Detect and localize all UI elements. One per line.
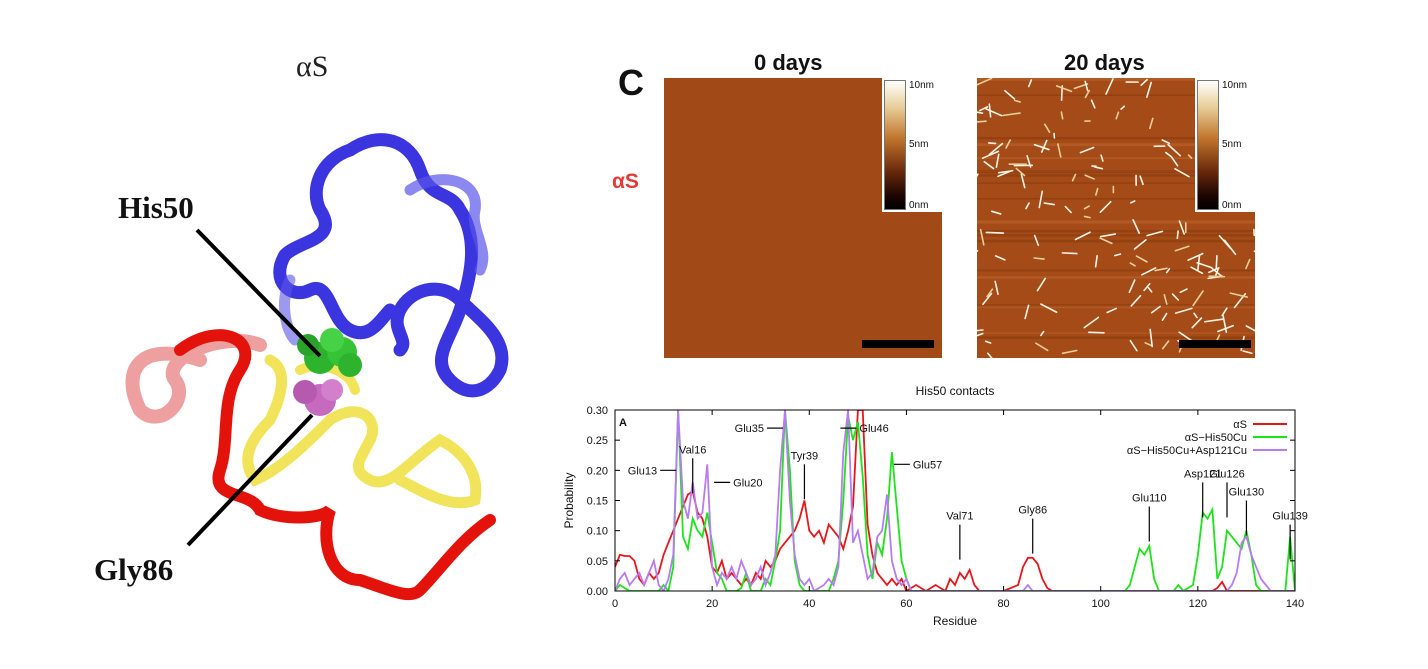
afm-colorbar-0 [884, 80, 906, 210]
his50-contacts-chart: His50 contacts 0 20 40 60 80 100 120 140 0.00 0.05… [560, 378, 1320, 658]
x-tick-label: 120 [1189, 598, 1207, 610]
protein-structure-panel: αS His50 Gly86 [80, 40, 560, 660]
afm-panel-letter: C [618, 62, 644, 103]
afm-image-0-days: 10nm 5nm 0nm [664, 78, 942, 358]
afm-colorbar-1 [1197, 80, 1219, 210]
afm-scale-bar-1 [1179, 340, 1251, 348]
x-tick-label: 20 [706, 598, 718, 610]
y-tick-label: 0.15 [587, 496, 608, 508]
chart-title: His50 contacts [916, 384, 995, 398]
annotation-label: Val16 [679, 444, 706, 456]
y-tick-label: 0.20 [587, 465, 608, 477]
x-tick-label: 140 [1286, 598, 1304, 610]
colorbar-tick-mid: 5nm [909, 139, 929, 150]
annotation-label: Asp121 [1184, 468, 1221, 480]
annotation-label: Glu110 [1132, 493, 1167, 505]
protein-structure-illustration [125, 133, 509, 601]
y-tick-label: 0.10 [587, 526, 608, 538]
annotation-label: Glu126 [1209, 468, 1244, 480]
afm-row-label: αS [612, 170, 639, 193]
colorbar-tick-bottom: 0nm [909, 200, 929, 211]
afm-scale-bar-0 [862, 340, 934, 348]
y-tick-label: 0.05 [587, 556, 608, 568]
structure-title: αS [296, 50, 329, 83]
legend-label-1: αS−His50Cu [1185, 432, 1247, 444]
annotation-label: Glu57 [913, 459, 942, 471]
y-tick-label: 0.25 [587, 435, 608, 447]
y-tick-label: 0.30 [587, 405, 608, 417]
y-axis-label: Probability [562, 472, 576, 528]
fibril-texture [977, 78, 1255, 358]
x-tick-label: 60 [900, 598, 912, 610]
x-axis-label: Residue [933, 614, 977, 628]
chart-panel-letter: A [619, 417, 627, 429]
his50-label: His50 [118, 190, 194, 225]
x-tick-label: 40 [803, 598, 815, 610]
annotation-label: Val71 [946, 511, 973, 523]
colorbar-tick-top: 10nm [1222, 80, 1248, 91]
annotation-label: Glu35 [735, 423, 764, 435]
annotation-label: Tyr39 [791, 450, 819, 462]
colorbar-tick-bottom: 0nm [1222, 200, 1242, 211]
annotation-label: Glu13 [628, 465, 657, 477]
series-line-2 [615, 410, 1295, 591]
annotation-label: Gly86 [1018, 505, 1047, 517]
legend-label-2: αS−His50Cu+Asp121Cu [1127, 445, 1247, 457]
y-tick-label: 0.00 [587, 586, 608, 598]
chart-svg: His50 contacts 0 20 40 60 80 100 120 140 0.00 0.05… [562, 384, 1308, 628]
annotation-label: Glu46 [859, 423, 888, 435]
x-tick-label: 100 [1092, 598, 1110, 610]
annotation-label: Glu139 [1272, 511, 1307, 523]
annotation-label: Glu20 [733, 477, 762, 489]
gly86-label: Gly86 [94, 552, 174, 587]
series-line-1 [615, 410, 1295, 591]
legend-label-0: αS [1233, 419, 1247, 431]
x-tick-label: 0 [612, 598, 618, 610]
afm-column-title-0: 0 days [754, 50, 823, 75]
annotation-label: Glu130 [1229, 487, 1264, 499]
colorbar-tick-mid: 5nm [1222, 139, 1242, 150]
afm-image-20-days: 10nm 5nm 0nm [977, 78, 1255, 358]
x-tick-label: 80 [997, 598, 1009, 610]
colorbar-tick-top: 10nm [909, 80, 935, 91]
afm-column-title-1: 20 days [1064, 50, 1145, 75]
